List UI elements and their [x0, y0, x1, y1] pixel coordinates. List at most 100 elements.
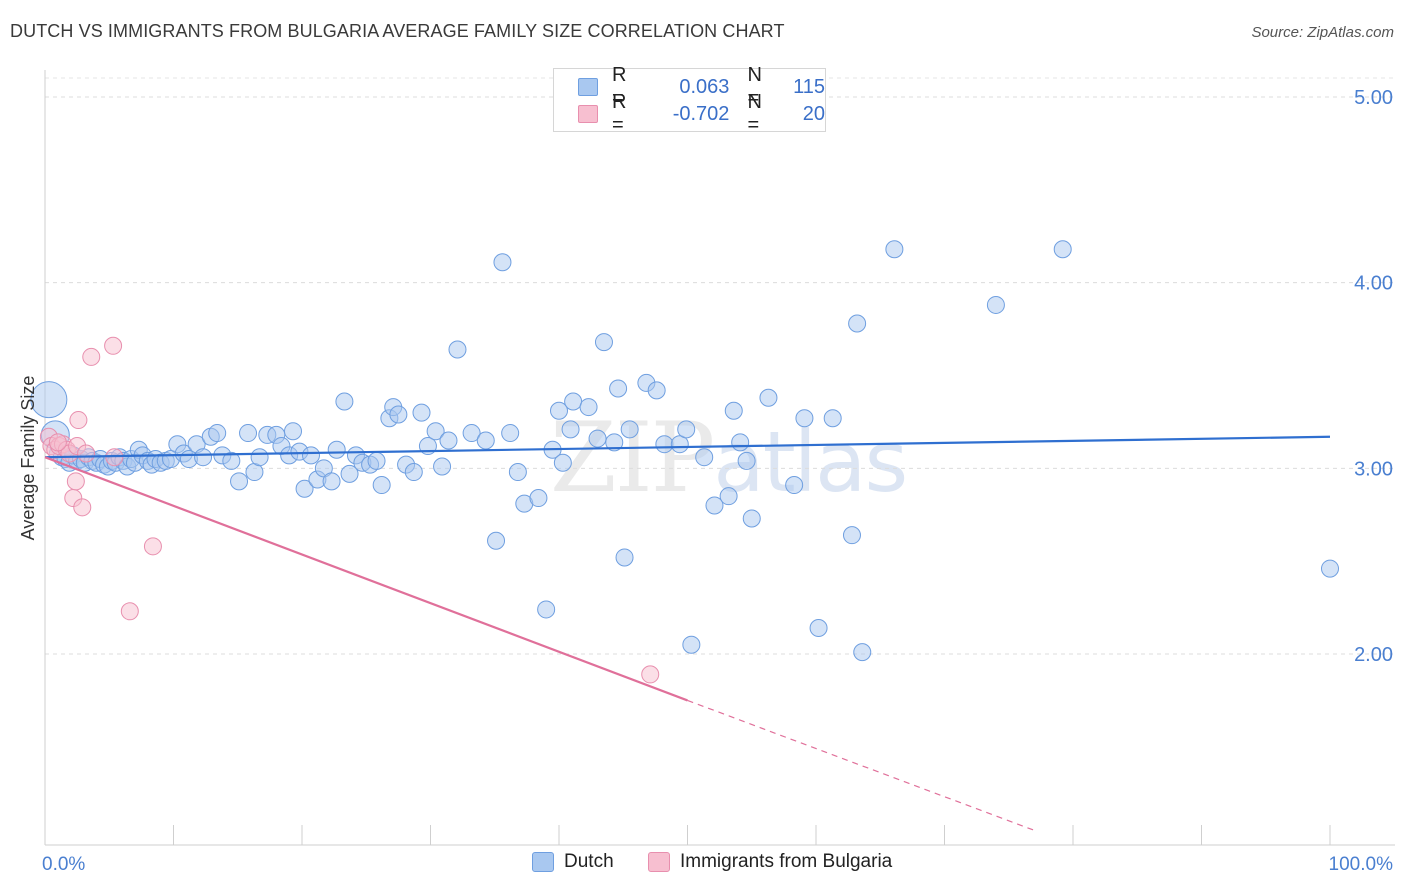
tick-labels: 2.00 3.00 4.00 5.00 0.0% 100.0% Average Family… [18, 87, 1393, 875]
point-dutch-35 [194, 448, 213, 467]
point-dutch-54 [322, 472, 341, 491]
trend-line-dutch [44, 435, 1331, 459]
point-dutch-98 [670, 435, 689, 454]
trend-line-bulgaria-extension [687, 699, 1035, 831]
point-dutch-86 [561, 420, 580, 439]
point-bulgaria-19 [48, 433, 67, 452]
point-dutch-92 [609, 379, 628, 398]
point-bulgaria-18 [641, 665, 660, 684]
point-dutch-100 [682, 635, 701, 654]
point-bulgaria-11 [73, 498, 92, 517]
x-tick-label-1: 100.0% [1329, 854, 1394, 875]
point-dutch-87 [564, 392, 583, 411]
point-dutch-50 [295, 479, 314, 498]
point-dutch-37 [208, 424, 227, 443]
point-dutch-108 [759, 388, 778, 407]
point-dutch-111 [809, 619, 828, 638]
point-dutch-75 [476, 431, 495, 450]
point-dutch-73 [448, 340, 467, 359]
point-bulgaria-10 [69, 411, 88, 430]
point-bulgaria-13 [82, 347, 101, 366]
point-dutch-96 [647, 381, 666, 400]
point-dutch-77 [493, 253, 512, 272]
point-bulgaria-14 [104, 336, 123, 355]
point-dutch-97 [655, 435, 674, 454]
bottom-legend-label-bulgaria: Immigrants from Bulgaria [680, 851, 893, 872]
point-dutch-55 [327, 440, 346, 459]
point-dutch-89 [588, 429, 607, 448]
legend-r-value-dutch: 0.063 [679, 75, 730, 98]
legend-row-bulgaria: R = -0.702 N = 20 [578, 91, 825, 136]
y-tick-label-0: 2.00 [1354, 644, 1393, 666]
legend-n-value-bulgaria: 20 [802, 102, 825, 125]
bottom-legend-swatch-bulgaria [648, 852, 670, 872]
point-dutch-76 [487, 531, 506, 550]
point-dutch-119 [1321, 559, 1339, 578]
y-tick-label-3: 5.00 [1354, 87, 1393, 109]
bottom-legend-dutch: Dutch [532, 851, 614, 873]
legend-n-label: N = [747, 64, 762, 109]
point-dutch-103 [719, 487, 738, 506]
stats-legend: R = 0.063 N = 115 R = -0.702 N = 20 [553, 64, 826, 136]
point-dutch-85 [553, 453, 572, 472]
point-dutch-102 [705, 496, 724, 515]
trend-line-bulgaria [44, 456, 688, 702]
point-dutch-91 [605, 433, 624, 452]
point-dutch-74 [462, 424, 481, 443]
point-dutch-62 [372, 476, 391, 495]
point-dutch-0 [30, 381, 68, 419]
point-dutch-51 [301, 446, 320, 465]
point-dutch-115 [853, 643, 872, 662]
point-dutch-72 [439, 431, 458, 450]
point-dutch-79 [508, 463, 527, 482]
point-dutch-57 [340, 464, 359, 483]
y-tick-label-1: 3.00 [1354, 458, 1393, 480]
point-dutch-70 [426, 422, 445, 441]
legend-n-label: N = [747, 91, 762, 136]
point-dutch-40 [230, 472, 249, 491]
legend-n-value-dutch: 115 [793, 75, 825, 98]
point-dutch-106 [737, 451, 756, 470]
y-tick-label-2: 4.00 [1354, 273, 1393, 295]
point-dutch-93 [615, 548, 634, 567]
point-dutch-78 [501, 424, 520, 443]
bottom-legend-label-dutch: Dutch [564, 851, 614, 872]
chart-title: DUTCH VS IMMIGRANTS FROM BULGARIA AVERAG… [10, 21, 785, 41]
point-dutch-114 [848, 314, 867, 333]
point-bulgaria-12 [77, 444, 96, 463]
point-dutch-113 [842, 526, 861, 545]
axes [44, 70, 1395, 846]
point-dutch-105 [731, 433, 750, 452]
legend-r-label: R = [611, 91, 627, 136]
legend-r-value-bulgaria: -0.702 [672, 102, 730, 125]
chart-source: Source: ZipAtlas.com [1251, 24, 1394, 41]
point-dutch-82 [537, 600, 556, 619]
point-dutch-117 [986, 295, 1005, 314]
data-points [30, 240, 1339, 684]
point-dutch-67 [404, 463, 423, 482]
point-dutch-118 [1053, 240, 1072, 259]
point-dutch-104 [724, 401, 743, 420]
point-dutch-84 [550, 401, 568, 420]
point-dutch-116 [885, 240, 904, 259]
point-dutch-43 [250, 448, 269, 467]
point-dutch-71 [433, 457, 452, 476]
point-dutch-101 [695, 448, 714, 467]
y-axis-label: Average Family Size [18, 376, 38, 541]
point-dutch-81 [529, 489, 548, 508]
point-dutch-107 [742, 509, 761, 528]
grid-lines [45, 77, 1395, 655]
point-bulgaria-8 [66, 472, 85, 491]
point-dutch-61 [367, 451, 386, 470]
point-dutch-68 [412, 403, 431, 422]
legend-swatch-dutch [578, 78, 598, 96]
point-dutch-94 [620, 420, 639, 439]
point-dutch-112 [823, 409, 842, 428]
point-dutch-99 [677, 420, 696, 439]
legend-swatch-bulgaria [578, 105, 598, 123]
point-dutch-110 [795, 409, 814, 428]
point-dutch-109 [785, 476, 804, 495]
point-dutch-88 [579, 398, 598, 417]
point-dutch-90 [594, 333, 613, 352]
